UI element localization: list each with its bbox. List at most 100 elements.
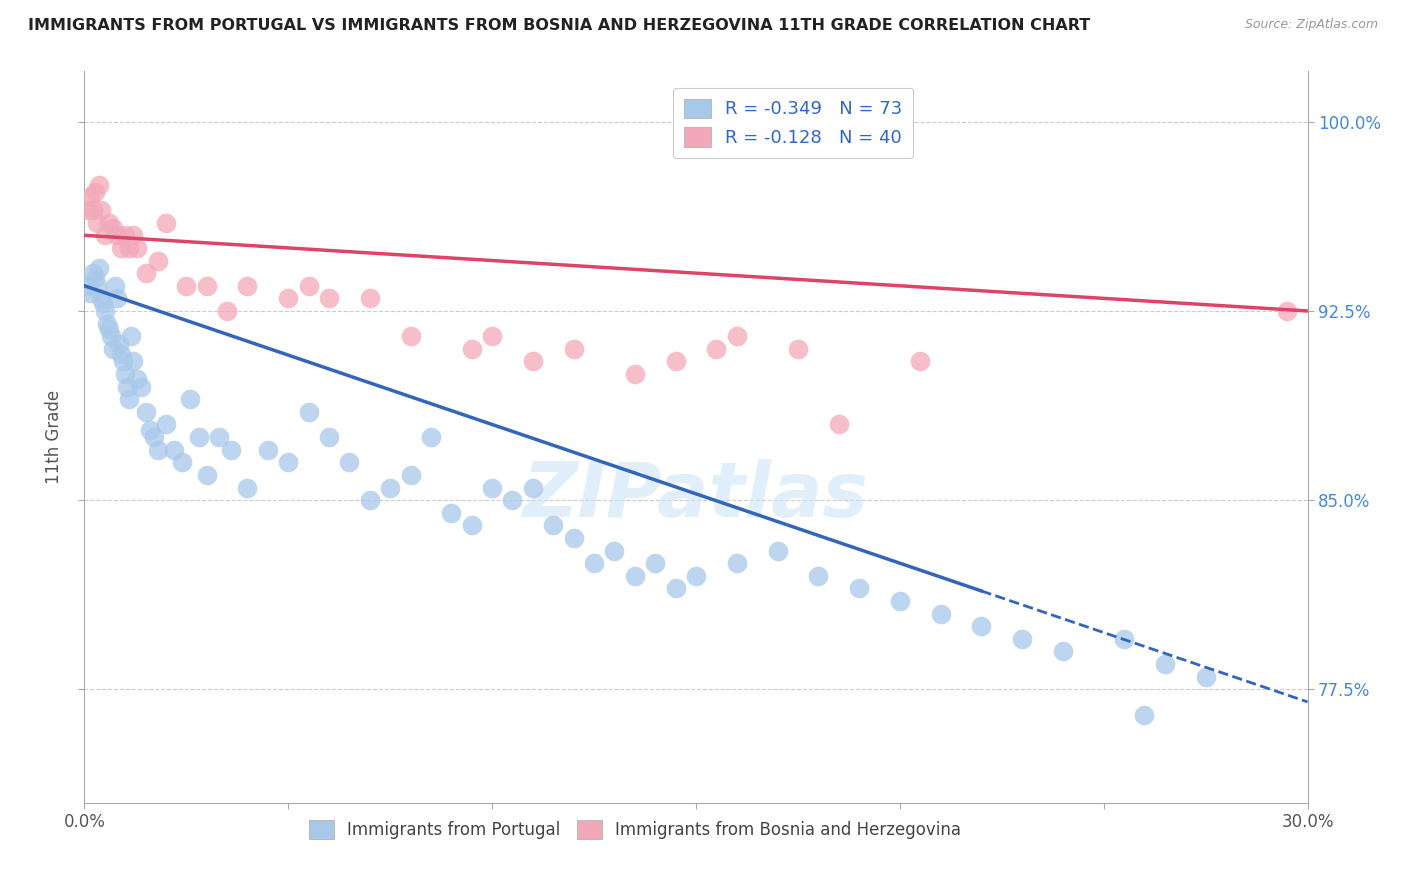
- Point: [122, 228, 145, 243]
- Point: [929, 607, 952, 621]
- Point: [562, 342, 585, 356]
- Point: [82, 266, 104, 280]
- Point: [101, 220, 124, 235]
- Point: [219, 442, 242, 457]
- Point: [83, 271, 105, 285]
- Point: [481, 481, 503, 495]
- Point: [522, 354, 544, 368]
- Point: [277, 291, 299, 305]
- Point: [77, 278, 100, 293]
- Text: IMMIGRANTS FROM PORTUGAL VS IMMIGRANTS FROM BOSNIA AND HERZEGOVINA 11TH GRADE CO: IMMIGRANTS FROM PORTUGAL VS IMMIGRANTS F…: [28, 18, 1091, 33]
- Point: [195, 467, 218, 482]
- Point: [82, 203, 104, 218]
- Point: [970, 619, 993, 633]
- Point: [127, 241, 149, 255]
- Point: [112, 354, 135, 368]
- Point: [127, 372, 149, 386]
- Point: [90, 291, 112, 305]
- Point: [318, 291, 340, 305]
- Point: [118, 241, 141, 255]
- Point: [318, 430, 340, 444]
- Point: [96, 317, 118, 331]
- Point: [236, 481, 259, 495]
- Text: Source: ZipAtlas.com: Source: ZipAtlas.com: [1244, 18, 1378, 31]
- Point: [187, 430, 209, 444]
- Legend: Immigrants from Portugal, Immigrants from Bosnia and Herzegovina: Immigrants from Portugal, Immigrants fro…: [302, 814, 967, 846]
- Point: [79, 286, 101, 301]
- Point: [135, 266, 157, 280]
- Point: [624, 367, 647, 381]
- Point: [725, 329, 748, 343]
- Point: [90, 203, 112, 218]
- Point: [104, 278, 127, 293]
- Point: [97, 321, 120, 335]
- Point: [766, 543, 789, 558]
- Point: [889, 594, 911, 608]
- Point: [481, 329, 503, 343]
- Y-axis label: 11th Grade: 11th Grade: [45, 390, 63, 484]
- Point: [339, 455, 361, 469]
- Point: [91, 296, 114, 310]
- Point: [1011, 632, 1033, 646]
- Point: [787, 342, 810, 356]
- Point: [1052, 644, 1074, 658]
- Point: [142, 430, 165, 444]
- Point: [807, 569, 830, 583]
- Point: [195, 278, 218, 293]
- Point: [87, 178, 110, 192]
- Point: [110, 347, 132, 361]
- Point: [86, 216, 108, 230]
- Point: [1114, 632, 1136, 646]
- Point: [665, 354, 688, 368]
- Point: [359, 493, 381, 508]
- Point: [108, 336, 131, 351]
- Point: [138, 423, 160, 437]
- Point: [399, 467, 422, 482]
- Point: [236, 278, 259, 293]
- Point: [135, 405, 157, 419]
- Point: [583, 556, 606, 570]
- Point: [522, 481, 544, 495]
- Point: [100, 329, 122, 343]
- Point: [93, 304, 115, 318]
- Point: [1154, 657, 1177, 671]
- Point: [624, 569, 647, 583]
- Point: [101, 342, 124, 356]
- Point: [115, 379, 138, 393]
- Point: [644, 556, 666, 570]
- Point: [298, 278, 321, 293]
- Point: [543, 518, 565, 533]
- Point: [174, 278, 197, 293]
- Point: [420, 430, 443, 444]
- Point: [179, 392, 201, 407]
- Point: [380, 481, 402, 495]
- Point: [399, 329, 422, 343]
- Point: [86, 278, 108, 293]
- Point: [1195, 670, 1218, 684]
- Point: [105, 228, 128, 243]
- Point: [110, 241, 132, 255]
- Point: [155, 216, 177, 230]
- Point: [79, 190, 101, 204]
- Point: [725, 556, 748, 570]
- Point: [146, 253, 169, 268]
- Point: [131, 379, 153, 393]
- Point: [105, 291, 128, 305]
- Point: [440, 506, 463, 520]
- Point: [828, 417, 851, 432]
- Point: [665, 582, 688, 596]
- Point: [706, 342, 728, 356]
- Point: [172, 455, 194, 469]
- Point: [118, 392, 141, 407]
- Point: [461, 342, 484, 356]
- Point: [163, 442, 186, 457]
- Point: [359, 291, 381, 305]
- Point: [120, 329, 142, 343]
- Point: [562, 531, 585, 545]
- Point: [277, 455, 299, 469]
- Text: ZIPatlas: ZIPatlas: [523, 458, 869, 533]
- Point: [122, 354, 145, 368]
- Point: [208, 430, 231, 444]
- Point: [1133, 707, 1156, 722]
- Point: [257, 442, 280, 457]
